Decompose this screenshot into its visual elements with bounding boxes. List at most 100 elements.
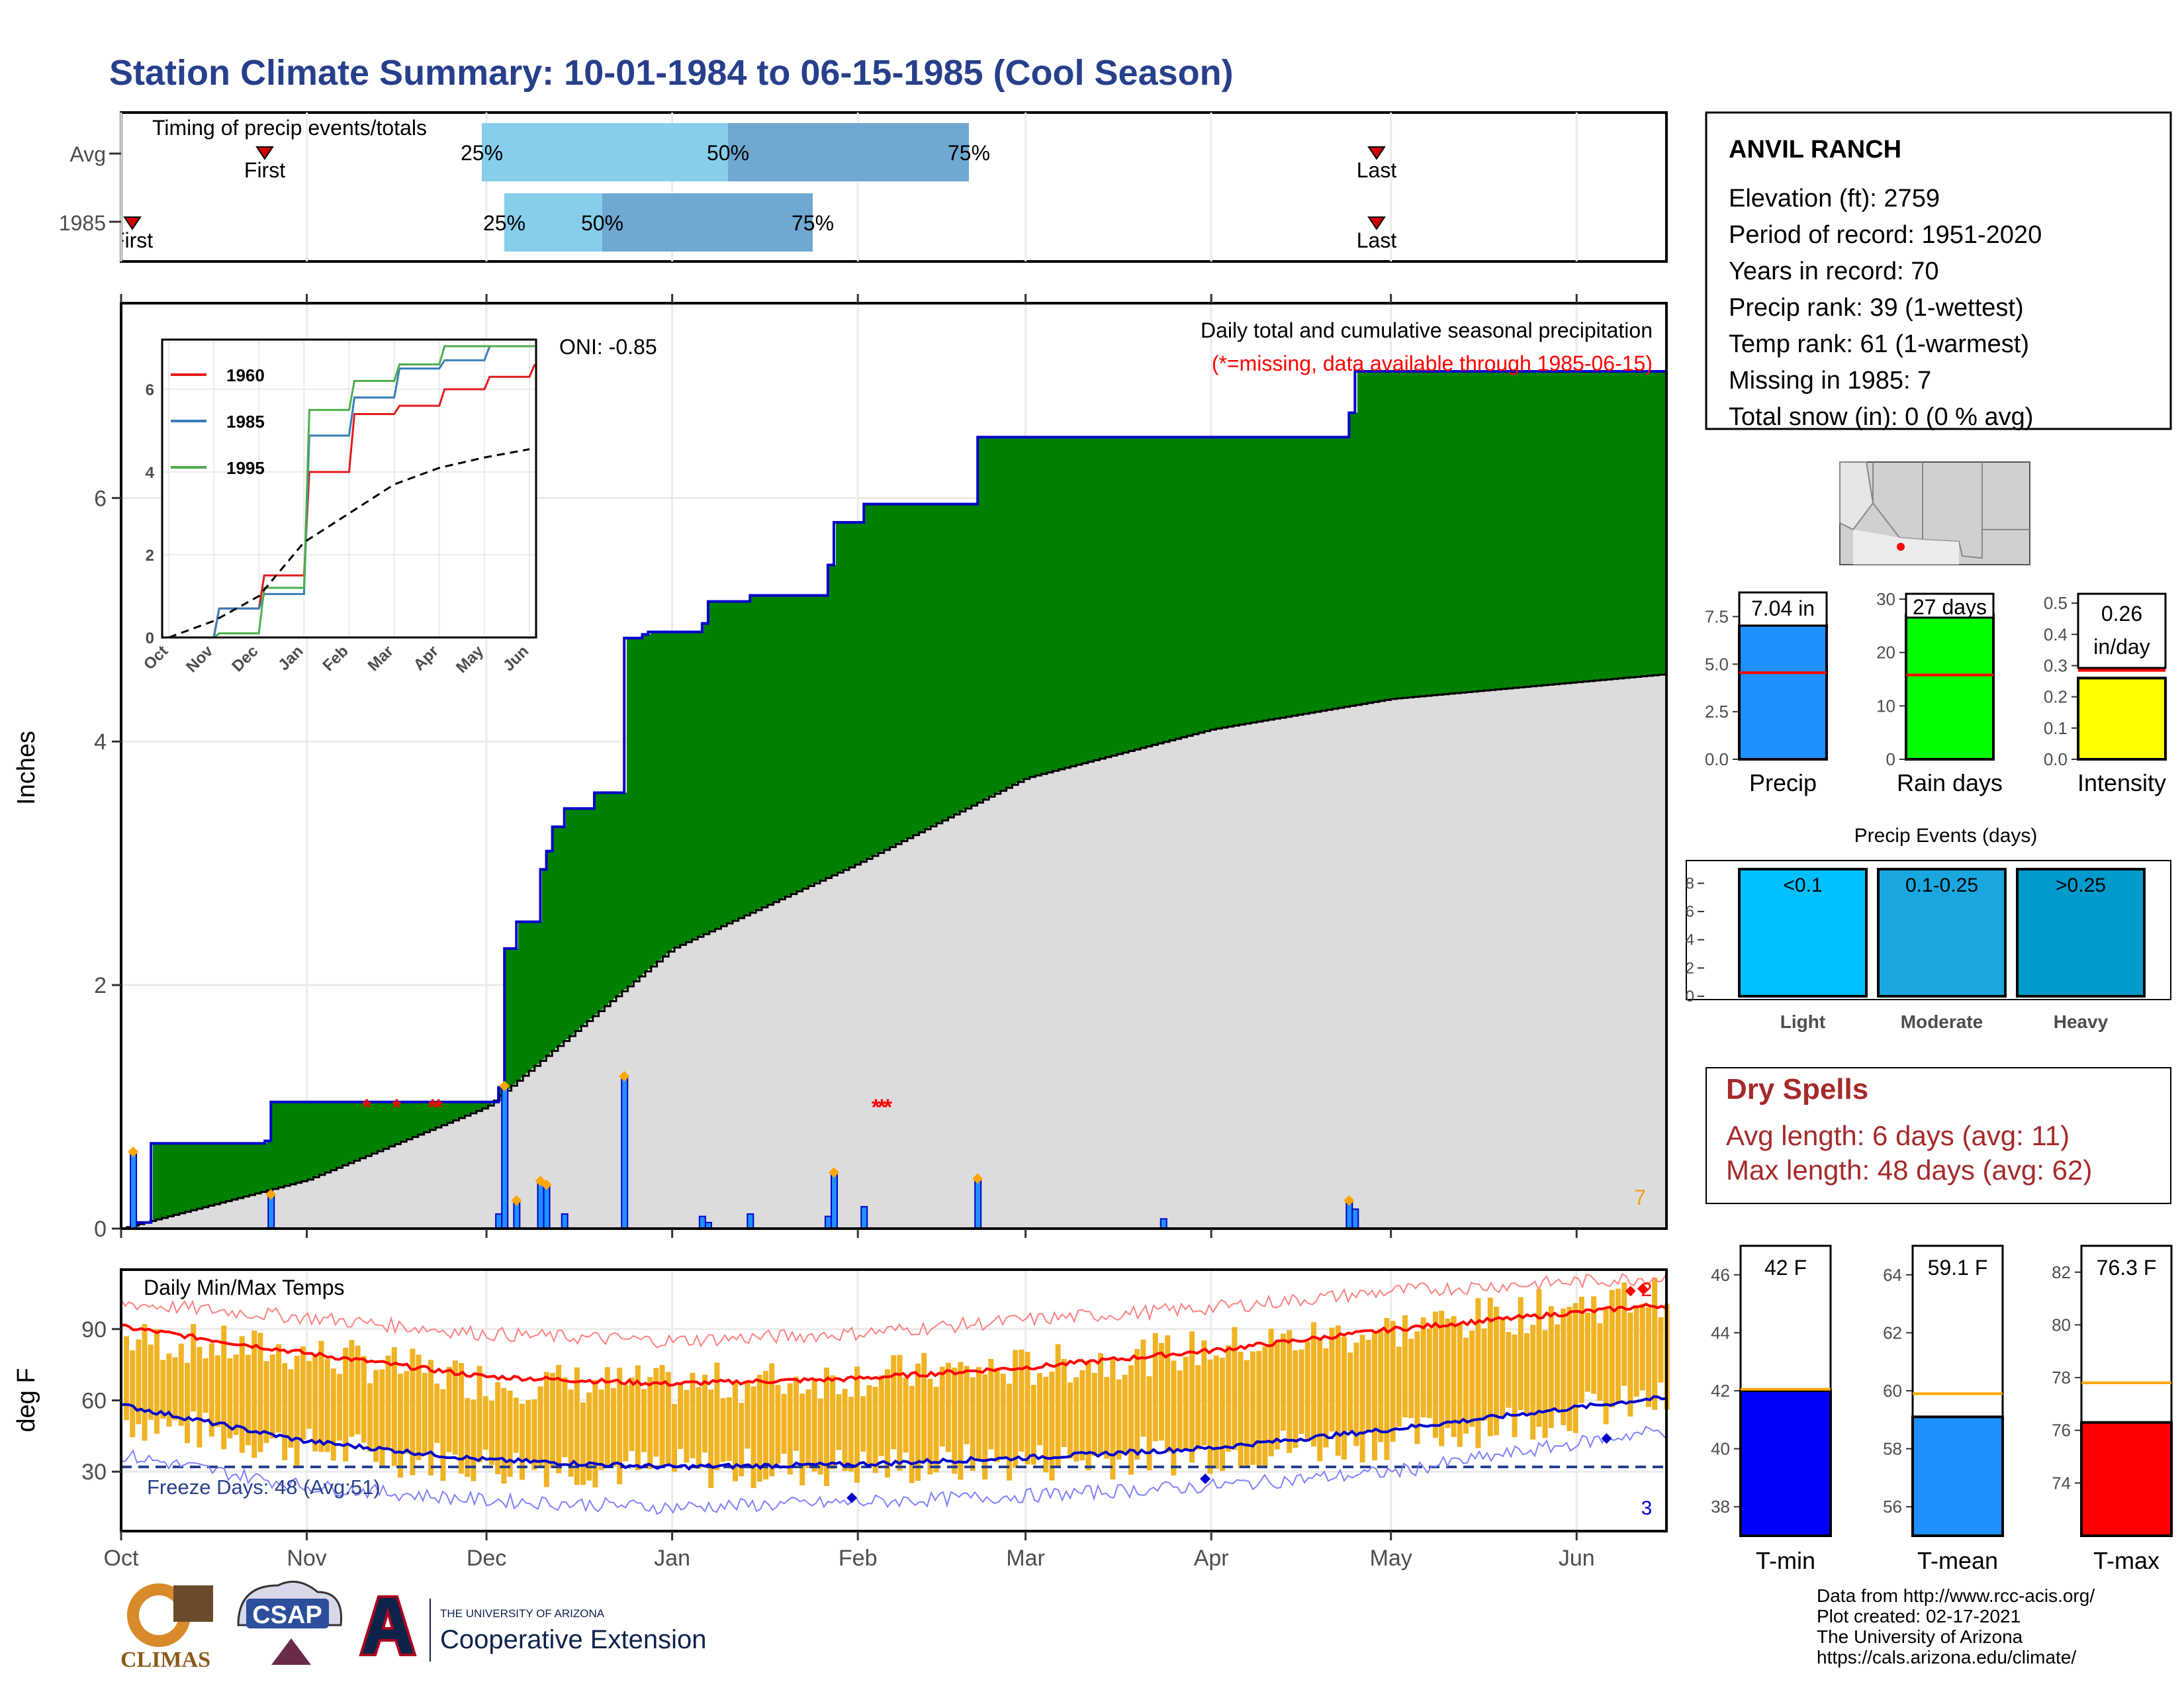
cumulative-precip-line	[121, 370, 1666, 1230]
daily-temp-range-bar	[952, 1367, 958, 1474]
daily-temp-range-bar	[811, 1378, 817, 1472]
daily-temp-range-bar	[203, 1358, 208, 1413]
daily-temp-range-bar	[1536, 1289, 1542, 1427]
daily-temp-range-bar	[1159, 1342, 1164, 1441]
daily-temp-range-bar	[398, 1374, 403, 1478]
daily-temp-range-bar	[592, 1380, 598, 1488]
inset-series-line-1995	[169, 345, 535, 639]
daily-temp-range-bar	[903, 1377, 909, 1453]
daily-temp-range-bar	[927, 1378, 933, 1475]
daily-temp-range-bar	[970, 1377, 976, 1472]
month-tick-label: May	[1370, 1546, 1412, 1571]
daily-temp-range-bar	[385, 1355, 391, 1448]
missing-day-marker: *	[884, 1095, 893, 1120]
daily-precip-marker	[1343, 1195, 1355, 1206]
climas-logo: CLIMAS	[120, 1583, 213, 1672]
daily-temp-range-bar	[1152, 1333, 1158, 1442]
tmax-value: 76.3 F	[2097, 1256, 2157, 1280]
daily-temp-range-bar	[269, 1354, 275, 1438]
daily-temp-range-bar	[1030, 1384, 1036, 1465]
climas-logo-text: CLIMAS	[120, 1648, 210, 1672]
daily-temp-range-bar	[1189, 1331, 1195, 1463]
temp-summary-tick-label: 38	[1711, 1497, 1730, 1517]
inset-ytick-label: 6	[146, 381, 154, 399]
daily-temp-range-bar	[543, 1372, 549, 1487]
daily-temp-range-bar	[1457, 1323, 1463, 1447]
daily-temp-range-bar	[1329, 1327, 1335, 1432]
year-p50-label: 50%	[581, 211, 623, 235]
daily-temp-range-bar	[428, 1360, 433, 1476]
daily-temp-range-bar	[197, 1346, 203, 1448]
station-line: Precip rank: 39 (1-wettest)	[1729, 294, 2024, 322]
intensity-bar	[2077, 677, 2167, 761]
mini-bar-tick-label: 2.5	[1705, 702, 1729, 722]
temp-summary-tick-label: 56	[1883, 1497, 1902, 1517]
year-p75-label: 75%	[792, 211, 834, 235]
daily-temp-range-bar	[794, 1376, 799, 1451]
daily-precip-bar	[747, 1213, 754, 1229]
daily-temp-range-bar	[130, 1350, 136, 1438]
daily-temp-range-bar	[1122, 1374, 1128, 1452]
daily-precip-bar	[860, 1205, 868, 1230]
daily-temp-range-bar	[702, 1374, 707, 1453]
daily-temp-range-bar	[1621, 1282, 1627, 1386]
daily-precip-marker	[128, 1146, 139, 1157]
daily-temp-range-bar	[191, 1324, 197, 1412]
daily-temp-range-bar	[489, 1400, 494, 1466]
daily-precip-marker	[619, 1070, 630, 1082]
oni-label: ONI: -0.85	[559, 335, 657, 359]
daily-temp-range-bar	[282, 1363, 288, 1460]
daily-temp-range-bar	[1372, 1331, 1377, 1461]
daily-temp-range-bar	[221, 1325, 227, 1450]
year-last-label: Last	[1357, 228, 1397, 252]
daily-temp-range-bar	[617, 1368, 623, 1485]
daily-temp-range-bar	[641, 1389, 647, 1452]
daily-temp-range-bar	[1091, 1372, 1097, 1456]
daily-temp-range-bar	[422, 1372, 428, 1456]
daily-temp-range-bar	[1019, 1349, 1024, 1452]
daily-temp-range-bar	[665, 1372, 671, 1464]
daily-precip-bar	[974, 1179, 982, 1229]
missing-day-marker: *	[878, 1095, 887, 1120]
daily-temp-range-bar	[1609, 1289, 1615, 1408]
daily-temp-range-bar	[604, 1367, 610, 1466]
raindays-value: 27 days	[1913, 595, 1987, 619]
raindays-label: Rain days	[1897, 769, 2003, 796]
daily-temp-range-bar	[635, 1365, 641, 1471]
daily-temp-range-bar	[1567, 1307, 1572, 1431]
events-tick-label: 0	[1686, 988, 1694, 1006]
daily-temp-range-bar	[404, 1371, 410, 1454]
temp-line-record-max	[120, 1273, 1666, 1349]
daily-temp-range-bar	[915, 1363, 921, 1481]
temp-title: Daily Min/Max Temps	[144, 1276, 344, 1299]
daily-temp-range-bar	[1469, 1330, 1475, 1427]
tmax-bar	[2080, 1421, 2173, 1537]
daily-temp-range-bar	[459, 1363, 464, 1474]
record-temp-marker	[846, 1492, 858, 1503]
temp-summary-tick-label: 78	[2052, 1368, 2071, 1387]
page-title: Station Climate Summary: 10-01-1984 to 0…	[109, 53, 1234, 93]
daily-temp-range-bar	[537, 1386, 543, 1467]
daily-temp-range-bar	[1561, 1308, 1567, 1425]
record-temp-marker	[1601, 1432, 1612, 1444]
precip-missing-count: 7	[1634, 1186, 1646, 1209]
events-bar-tag: >0.25	[2056, 874, 2106, 896]
daily-temp-range-bar	[726, 1397, 732, 1462]
daily-temp-range-bar	[988, 1358, 994, 1450]
daily-temp-range-bar	[1603, 1309, 1609, 1425]
daily-temp-range-bar	[842, 1389, 848, 1472]
daily-precip-bar	[513, 1201, 521, 1230]
daily-temp-range-bar	[1007, 1383, 1012, 1481]
daily-temp-range-bar	[166, 1353, 172, 1427]
above-average-area	[134, 371, 1668, 1225]
events-bar-label: Heavy	[2054, 1011, 2109, 1032]
daily-precip-bar	[495, 1213, 503, 1229]
mini-bar-tick-label: 0	[1886, 749, 1895, 769]
precip-caption: Daily total and cumulative seasonal prec…	[1201, 318, 1653, 342]
mini-bar-tick-label: 0.5	[2044, 593, 2068, 613]
avg-first-marker	[255, 146, 274, 160]
daily-precip-marker	[265, 1189, 277, 1200]
daily-temp-range-bar	[1475, 1297, 1481, 1448]
daily-temp-range-bar	[1171, 1360, 1177, 1476]
inset-ytick-label: 4	[146, 464, 155, 482]
